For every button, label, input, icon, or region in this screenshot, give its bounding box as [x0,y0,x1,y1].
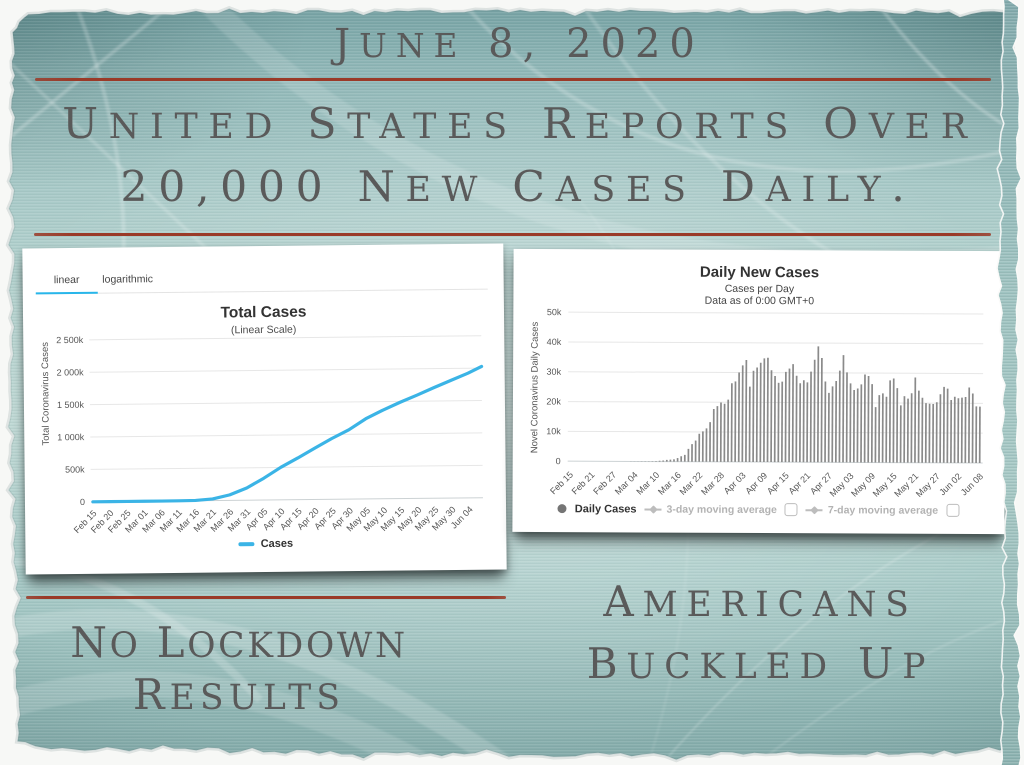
date-title: JUNE 8, 2020 [334,21,704,67]
caption-right-line-2: BUCKLED UP [586,639,935,688]
total-cases-chart-card: linear logarithmic Total Cases (Linear Sc… [22,243,507,575]
avg7-marker-icon [806,505,823,514]
svg-text:Apr 15: Apr 15 [765,470,791,496]
svg-text:1 000k: 1 000k [57,432,85,442]
svg-text:Jun 02: Jun 02 [937,471,963,497]
svg-text:Feb 21: Feb 21 [570,470,597,497]
svg-text:Apr 21: Apr 21 [787,471,813,497]
right-chart-legend: Daily Cases 3-day moving average 7-day m… [512,502,1004,517]
svg-text:1 500k: 1 500k [57,400,85,410]
svg-text:Feb 27: Feb 27 [591,470,618,497]
svg-text:Mar 28: Mar 28 [699,470,726,497]
svg-text:2 000k: 2 000k [57,367,85,377]
daily-new-cases-chart-card: Daily New Cases Cases per Day Data as of… [512,248,1006,535]
bottom-left-rule [26,596,506,599]
svg-text:0: 0 [80,497,85,507]
caption-right-line-1: AMERICANS [603,577,918,626]
svg-text:50k: 50k [547,307,562,317]
svg-text:Feb 15: Feb 15 [548,470,575,497]
svg-text:2 500k: 2 500k [56,335,84,345]
daily-cases-marker [557,504,567,514]
caption-left-line-1: NO LOCKDOWN [70,618,408,667]
caption-left-line-2: RESULTS [132,670,346,719]
middle-rule [34,233,991,236]
svg-text:30k: 30k [547,367,562,377]
svg-text:0: 0 [556,456,561,466]
avg3-legend-item[interactable]: 3-day moving average [645,503,777,516]
svg-text:Mar 16: Mar 16 [656,470,683,497]
top-rule [35,78,991,81]
svg-text:Apr 09: Apr 09 [743,470,769,496]
avg7-checkbox[interactable] [946,503,960,517]
svg-text:Mar 10: Mar 10 [634,470,661,497]
cases-legend-label: Cases [260,537,294,551]
daily-cases-legend-label[interactable]: Daily Cases [574,502,637,515]
cases-series-marker [238,542,255,547]
svg-text:500k: 500k [65,464,85,474]
avg3-legend-label: 3-day moving average [666,503,777,516]
svg-text:May 27: May 27 [914,471,942,499]
svg-text:Mar 22: Mar 22 [678,470,705,497]
svg-text:20k: 20k [546,396,561,406]
svg-text:40k: 40k [547,337,562,347]
avg7-legend-label: 7-day moving average [827,503,939,517]
svg-text:Jun 08: Jun 08 [959,471,985,497]
headline-line-2: 20,000 NEW CASES DAILY. [120,162,916,212]
avg7-legend-item[interactable]: 7-day moving average [806,503,939,517]
svg-text:10k: 10k [546,426,561,436]
avg3-marker-icon [645,505,662,514]
headline-line-1: UNITED STATES REPORTS OVER [62,99,978,149]
avg3-checkbox[interactable] [784,503,798,517]
svg-text:Apr 03: Apr 03 [722,470,748,496]
svg-text:Mar 04: Mar 04 [613,470,640,497]
